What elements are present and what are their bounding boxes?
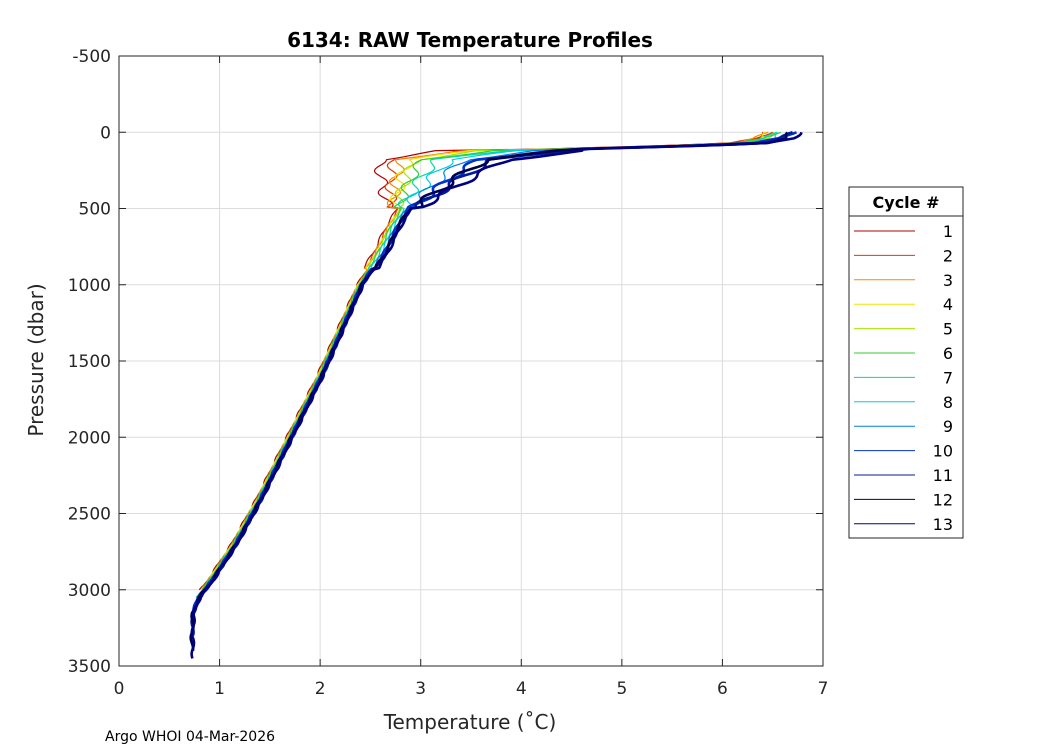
legend-label-cycle-12: 12 — [933, 490, 953, 509]
legend-title: Cycle # — [873, 193, 940, 212]
x-tick-label: 2 — [315, 679, 326, 699]
x-tick-label: 1 — [214, 679, 225, 699]
x-tick-label: 3 — [415, 679, 426, 699]
legend-label-cycle-6: 6 — [943, 344, 953, 363]
x-tick-label: 7 — [818, 679, 829, 699]
legend-label-cycle-2: 2 — [943, 246, 953, 265]
x-tick-label: 6 — [717, 679, 728, 699]
footer-credit: Argo WHOI 04-Mar-2026 — [105, 729, 275, 745]
legend-label-cycle-8: 8 — [943, 393, 953, 412]
legend-box — [848, 186, 964, 539]
legend-label-cycle-10: 10 — [933, 442, 953, 461]
y-tick-label: 1500 — [68, 352, 111, 372]
profile-line-cycle-13 — [190, 131, 803, 659]
y-axis-label: Pressure (dbar) — [24, 283, 48, 436]
x-tick-label: 4 — [516, 679, 527, 699]
y-tick-label: 1000 — [68, 276, 111, 296]
y-tick-label: 2000 — [68, 428, 111, 448]
legend-label-cycle-7: 7 — [943, 368, 953, 387]
y-tick-label: 500 — [79, 200, 111, 220]
legend-label-cycle-5: 5 — [943, 320, 953, 339]
x-tick-label: 0 — [114, 679, 125, 699]
legend-label-cycle-1: 1 — [943, 222, 953, 241]
y-tick-label: 3500 — [68, 657, 111, 677]
legend-label-cycle-9: 9 — [943, 417, 953, 436]
legend-label-cycle-11: 11 — [933, 466, 953, 485]
legend-label-cycle-4: 4 — [943, 295, 953, 314]
y-tick-label: 0 — [100, 123, 111, 143]
y-tick-label: -500 — [72, 47, 111, 67]
legend-label-cycle-3: 3 — [943, 271, 953, 290]
y-tick-label: 2500 — [68, 505, 111, 525]
y-tick-label: 3000 — [68, 581, 111, 601]
plot-area: 0 1 2 3 4 5 6 7 -500 0 500 1000 1500 2000 2500 3000 3500 — [68, 47, 829, 699]
x-axis-label: Temperature (˚C) — [383, 710, 557, 734]
legend-label-cycle-13: 13 — [933, 515, 953, 534]
chart-title: 6134: RAW Temperature Profiles — [287, 28, 653, 52]
x-tick-label: 5 — [616, 679, 627, 699]
